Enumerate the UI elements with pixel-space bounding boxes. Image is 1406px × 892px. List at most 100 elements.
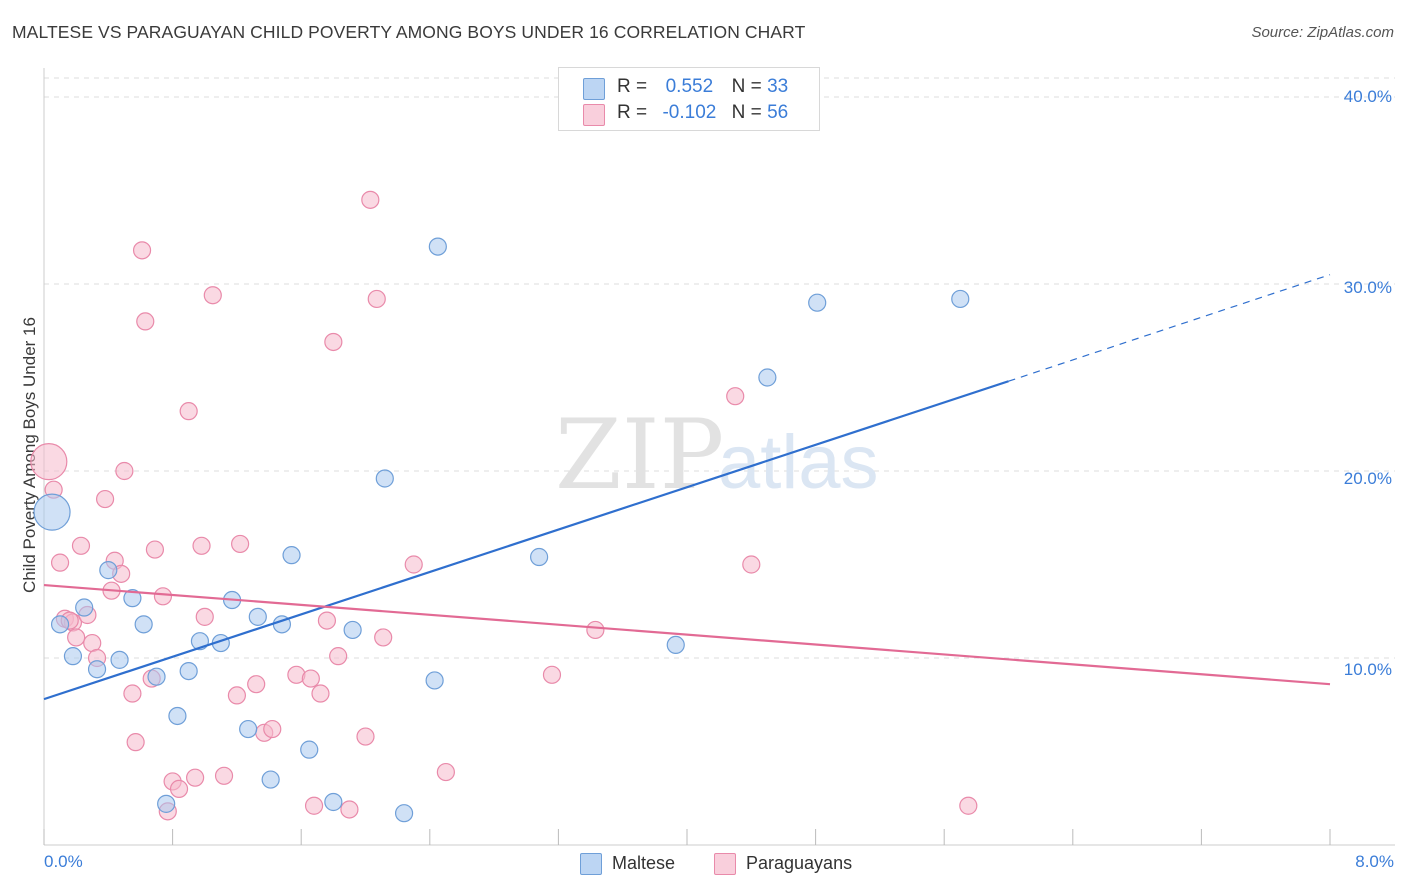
watermark: ZIP atlas xyxy=(555,399,879,511)
maltese-point xyxy=(134,615,153,634)
legend-label-maltese: Maltese xyxy=(612,853,676,873)
paraguayan-point xyxy=(115,461,134,481)
maltese-point xyxy=(375,469,394,488)
maltese-point xyxy=(300,740,319,759)
paraguayan-point xyxy=(231,534,250,554)
maltese-point xyxy=(168,706,187,726)
paraguayan-point xyxy=(50,553,70,572)
paraguayan-point xyxy=(542,665,562,684)
legend-row-maltese-text: R = 0.552 N = 33 xyxy=(617,76,788,98)
paraguayan-n-value: 56 xyxy=(767,102,789,123)
maltese-point xyxy=(239,719,258,739)
paraguayan-point xyxy=(356,727,375,746)
paraguayan-swatch xyxy=(583,104,605,126)
source-label: Source: ZipAtlas.com xyxy=(1251,24,1394,41)
maltese-point xyxy=(110,650,129,669)
maltese-n-value: 33 xyxy=(767,76,789,97)
paraguayan-point xyxy=(301,669,320,688)
maltese-point xyxy=(33,493,71,531)
maltese-point xyxy=(99,561,118,580)
maltese-r-value: 0.552 xyxy=(665,76,714,97)
maltese-point xyxy=(951,289,970,309)
paraguayan-point xyxy=(179,402,198,421)
paraguayan-point xyxy=(726,387,745,406)
paraguayan-points xyxy=(30,190,978,821)
paraguayan-point xyxy=(340,800,359,819)
paraguayan-point xyxy=(132,241,152,260)
maltese-point xyxy=(75,598,94,617)
paraguayan-point xyxy=(263,719,282,739)
maltese-point xyxy=(428,237,447,256)
n-label: N = xyxy=(731,102,762,123)
maltese-point xyxy=(758,368,777,387)
watermark-atlas: atlas xyxy=(718,420,879,505)
maltese-point xyxy=(425,671,444,690)
maltese-point xyxy=(261,770,280,789)
paraguayan-r-value: -0.102 xyxy=(662,102,717,123)
maltese-point xyxy=(324,792,343,812)
maltese-point xyxy=(123,589,142,608)
paraguayan-point xyxy=(126,733,145,752)
legend-label-paraguayans: Paraguayans xyxy=(746,853,853,873)
maltese-point xyxy=(808,293,827,312)
paraguayan-point xyxy=(169,779,189,799)
watermark-zip: ZIP xyxy=(555,399,724,511)
series-legend: Maltese Paraguayans xyxy=(0,852,1406,878)
paraguayan-point xyxy=(742,555,761,574)
paraguayan-trend-line xyxy=(43,583,1331,686)
maltese-point xyxy=(157,794,176,813)
paraguayan-point xyxy=(367,289,386,309)
paraguayan-point xyxy=(329,647,348,666)
paraguayan-point xyxy=(30,443,68,481)
paraguayan-point xyxy=(959,796,978,815)
maltese-point xyxy=(394,804,414,823)
r-label: R = xyxy=(617,76,648,97)
x-tick-label-max: 8.0% xyxy=(1355,852,1394,871)
n-label: N = xyxy=(731,76,762,97)
maltese-swatch xyxy=(583,78,605,100)
paraguayan-point xyxy=(436,762,455,782)
paraguayan-point xyxy=(136,312,155,331)
paraguayan-point xyxy=(304,796,324,815)
paraguayan-point xyxy=(192,536,211,555)
r-label: R = xyxy=(617,102,648,123)
y-tick-label-40: 40.0% xyxy=(1343,87,1392,106)
y-tick-label-20: 20.0% xyxy=(1343,469,1392,488)
maltese-point xyxy=(666,635,685,655)
paraguayan-point xyxy=(203,286,222,305)
maltese-trend-line xyxy=(43,380,1009,701)
maltese-point xyxy=(63,647,83,666)
maltese-point xyxy=(282,546,301,565)
paraguayan-point xyxy=(95,489,115,509)
paraguayan-point xyxy=(227,686,246,705)
paraguayan-legend-swatch xyxy=(714,853,736,875)
maltese-point xyxy=(147,667,166,686)
paraguayan-point xyxy=(317,611,337,630)
paraguayan-point xyxy=(195,607,214,626)
maltese-point xyxy=(87,660,107,679)
paraguayan-point xyxy=(404,555,423,574)
paraguayan-point xyxy=(214,766,234,785)
grid-layer xyxy=(44,77,1395,659)
maltese-legend-swatch xyxy=(580,853,602,875)
trend-lines xyxy=(43,274,1331,701)
paraguayan-point xyxy=(153,587,173,606)
maltese-point xyxy=(50,615,70,634)
paraguayan-point xyxy=(67,628,86,647)
paraguayan-point xyxy=(71,536,91,555)
paraguayan-point xyxy=(324,332,343,352)
maltese-trend-extension xyxy=(1008,274,1331,382)
paraguayan-point xyxy=(586,620,605,640)
x-tick-label-min: 0.0% xyxy=(44,852,83,871)
maltese-point xyxy=(248,607,267,626)
paraguayan-point xyxy=(123,684,142,703)
paraguayan-point xyxy=(145,540,165,559)
paraguayan-point xyxy=(247,675,266,694)
maltese-point xyxy=(343,620,362,640)
y-tick-label-10: 10.0% xyxy=(1343,660,1392,679)
paraguayan-point xyxy=(186,768,205,787)
paraguayan-point xyxy=(311,684,330,703)
legend-row-paraguayans-text: R = -0.102 N = 56 xyxy=(617,102,788,124)
y-tick-label-30: 30.0% xyxy=(1343,278,1392,297)
